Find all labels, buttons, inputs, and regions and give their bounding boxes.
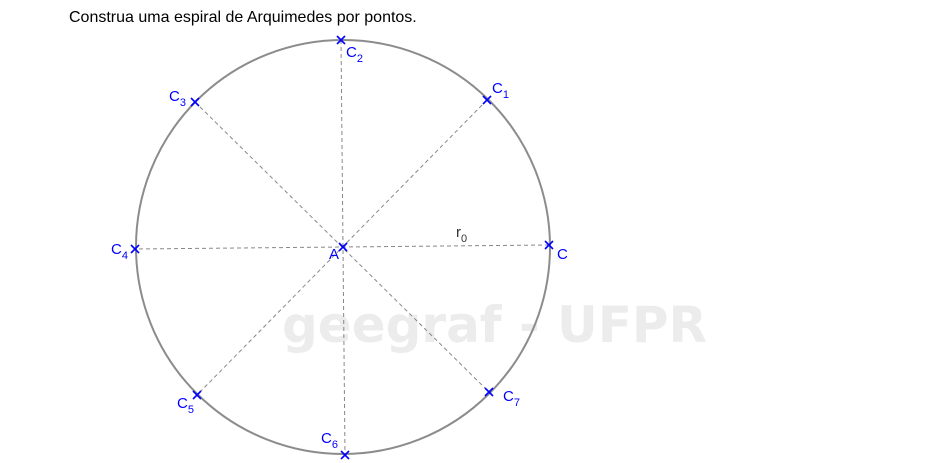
point-label-c3: C3 xyxy=(169,88,186,109)
point-mark-c1 xyxy=(482,95,492,105)
point-label-c1: C1 xyxy=(492,80,509,101)
center-label: A xyxy=(329,246,339,263)
watermark: geegraf - UFPR xyxy=(282,296,707,354)
division-points xyxy=(130,35,554,460)
point-label-c: C xyxy=(557,246,568,263)
point-label-c5: C5 xyxy=(177,395,194,416)
point-label-c6: C6 xyxy=(321,430,338,451)
point-mark-c4 xyxy=(130,244,140,254)
point-label-c2: C2 xyxy=(346,44,363,65)
dashed-diameter-3 xyxy=(340,39,346,456)
point-label-c7: C7 xyxy=(503,388,520,409)
point-mark-c xyxy=(544,240,554,250)
center-mark-a xyxy=(338,242,348,252)
instruction-text: Construa uma espiral de Arquimedes por p… xyxy=(69,9,417,26)
point-mark-c2 xyxy=(336,35,346,45)
radius-label: r0 xyxy=(456,224,467,245)
dashed-diameter-1 xyxy=(134,244,550,250)
point-mark-c6 xyxy=(340,450,350,460)
point-label-c4: C4 xyxy=(111,241,128,262)
point-mark-c3 xyxy=(190,97,200,107)
point-mark-c5 xyxy=(192,390,202,400)
point-mark-c7 xyxy=(484,387,494,397)
